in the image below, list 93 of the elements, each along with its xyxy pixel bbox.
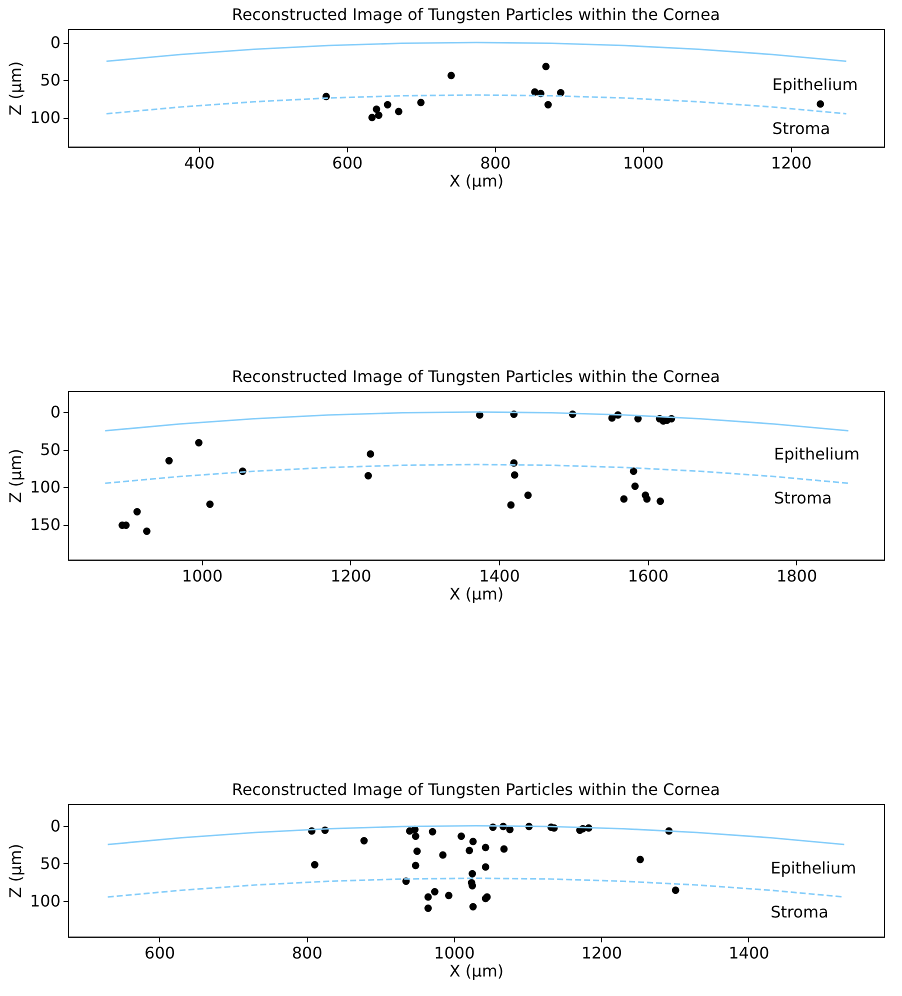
x-tick-label: 1000 bbox=[622, 153, 664, 172]
point bbox=[424, 893, 432, 901]
chart-title: Reconstructed Image of Tungsten Particles within the Cornea bbox=[232, 367, 720, 386]
point bbox=[507, 501, 515, 509]
point bbox=[816, 100, 824, 108]
x-tick-label: 1000 bbox=[182, 566, 223, 586]
point bbox=[672, 886, 680, 894]
line-series bbox=[104, 464, 850, 484]
point bbox=[482, 863, 490, 871]
x-tick-label: 1600 bbox=[628, 566, 669, 586]
point bbox=[656, 498, 664, 505]
x-tick-label: 1000 bbox=[434, 943, 475, 962]
y-tick-label: 50 bbox=[40, 440, 60, 459]
point bbox=[620, 495, 628, 503]
point bbox=[468, 870, 476, 878]
y-tick-label: 0 bbox=[50, 816, 60, 836]
y-tick-label: 100 bbox=[30, 478, 60, 496]
y-tick-label: 50 bbox=[40, 70, 60, 90]
x-tick-label: 1200 bbox=[581, 943, 622, 962]
point bbox=[368, 114, 376, 122]
point bbox=[448, 72, 455, 80]
x-tick-label: 1200 bbox=[770, 153, 812, 172]
point bbox=[458, 832, 465, 840]
point bbox=[468, 882, 476, 890]
y-tick-label: 50 bbox=[40, 854, 60, 873]
point bbox=[375, 112, 382, 119]
point bbox=[510, 471, 518, 479]
y-tick-label: 100 bbox=[30, 108, 60, 127]
point bbox=[500, 845, 508, 853]
point bbox=[469, 838, 477, 846]
point bbox=[311, 861, 318, 868]
point bbox=[133, 508, 141, 516]
point bbox=[431, 888, 438, 896]
point bbox=[428, 828, 436, 836]
chart-title: Reconstructed Image of Tungsten Particles within the Cornea bbox=[232, 780, 720, 799]
point bbox=[360, 837, 368, 844]
point bbox=[630, 468, 638, 475]
point bbox=[439, 851, 447, 859]
point bbox=[143, 528, 150, 535]
line-series bbox=[106, 824, 846, 846]
y-axis-title: Z (µm) bbox=[6, 61, 25, 116]
point bbox=[384, 101, 392, 108]
x-tick-label: 1400 bbox=[728, 943, 770, 962]
point bbox=[482, 844, 490, 852]
point bbox=[643, 495, 651, 503]
point bbox=[412, 832, 420, 840]
y-axis-title: Z (µm) bbox=[6, 448, 25, 504]
point bbox=[557, 89, 564, 96]
point bbox=[413, 848, 421, 855]
x-tick-label: 800 bbox=[480, 153, 511, 172]
annotation: Stroma bbox=[772, 119, 830, 138]
point bbox=[417, 98, 425, 106]
annotation: Epithelium bbox=[770, 858, 856, 878]
x-axis-title: X (µm) bbox=[449, 584, 504, 604]
x-tick-label: 1200 bbox=[330, 566, 372, 586]
annotation: Epithelium bbox=[772, 75, 858, 94]
x-tick-label: 1400 bbox=[479, 566, 520, 586]
point bbox=[631, 482, 639, 490]
x-tick-label: 600 bbox=[144, 943, 176, 962]
point bbox=[366, 450, 374, 458]
annotation: Epithelium bbox=[774, 444, 860, 464]
y-tick-label: 150 bbox=[30, 515, 60, 534]
point bbox=[165, 457, 173, 464]
point bbox=[372, 106, 380, 113]
x-tick-label: 600 bbox=[332, 153, 363, 172]
annotation: Stroma bbox=[774, 488, 832, 508]
y-tick-label: 0 bbox=[50, 33, 60, 52]
point bbox=[636, 856, 644, 864]
y-tick-label: 0 bbox=[50, 402, 60, 422]
point bbox=[466, 846, 474, 854]
line-series bbox=[106, 42, 848, 62]
point bbox=[424, 904, 432, 912]
point bbox=[542, 62, 550, 70]
chart-title: Reconstructed Image of Tungsten Particles within the Cornea bbox=[232, 5, 720, 24]
line-series bbox=[104, 411, 850, 432]
point bbox=[469, 903, 477, 910]
y-axis-title: Z (µm) bbox=[6, 844, 25, 898]
point bbox=[445, 892, 452, 900]
point bbox=[412, 862, 420, 870]
x-tick-label: 800 bbox=[292, 943, 322, 962]
x-tick-label: 400 bbox=[184, 153, 215, 172]
annotation: Stroma bbox=[770, 902, 828, 922]
point bbox=[364, 472, 372, 480]
x-tick-label: 1800 bbox=[776, 566, 818, 586]
x-axis-title: X (µm) bbox=[449, 961, 504, 980]
y-tick-label: 100 bbox=[30, 891, 60, 910]
x-axis-title: X (µm) bbox=[449, 171, 504, 190]
point bbox=[394, 108, 402, 116]
point bbox=[206, 500, 214, 508]
point bbox=[195, 439, 203, 446]
point bbox=[524, 492, 532, 499]
line-series bbox=[106, 94, 848, 115]
point bbox=[544, 101, 552, 108]
